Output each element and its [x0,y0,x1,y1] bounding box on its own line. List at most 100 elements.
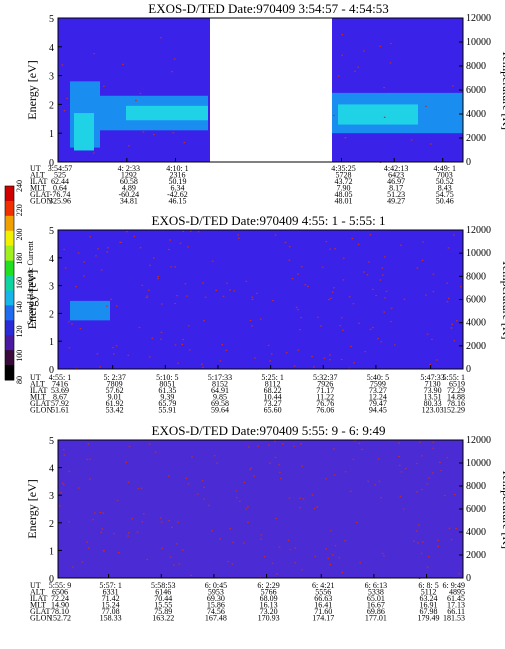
table-cell: 152.72 [49,614,71,623]
noise-dot [383,256,386,258]
noise-dot [251,298,254,300]
noise-dot [260,538,262,540]
colorbar-segment [5,245,14,262]
table-cell: 60.58 [120,177,138,186]
noise-dot [274,234,277,236]
colorbar-segment [5,320,14,336]
noise-dot [211,260,214,262]
table-cell: 174.17 [312,614,334,623]
noise-dot [344,471,347,473]
noise-dot [68,321,70,323]
noise-dot [421,541,424,543]
noise-dot [432,441,435,443]
table-cell: 46.15 [168,197,186,206]
noise-dot [378,480,381,482]
y-tick-label: 5 [49,436,54,447]
row-label: ILAT [30,386,47,395]
table-cell: 2316 [169,171,185,180]
noise-dot [332,554,334,556]
noise-dot [87,547,90,549]
noise-dot [425,294,427,296]
noise-dot [415,462,418,465]
noise-dot [63,248,65,251]
noise-dot [157,277,159,280]
table-cell: 5:32:37 [313,373,337,382]
y-tick-label: 5 [49,14,54,25]
table-cell: 73.27 [264,399,282,408]
noise-dot [190,230,192,232]
noise-dot [113,353,115,355]
y2-tick-label: 10000 [466,37,491,48]
table-cell: 7599 [370,380,386,389]
noise-dot [106,305,108,307]
colorbar-frame [4,185,15,381]
y2-tick-label: 6000 [466,85,486,96]
noise-dot [201,480,204,482]
y2-tick-label: 0 [466,573,471,584]
y-tick-label: 4 [49,254,54,265]
noise-dot [426,483,429,485]
noise-dot [454,494,456,496]
table-cell: 53.42 [106,406,124,415]
table-cell: 5: 2:37 [103,373,125,382]
noise-dot [420,552,423,554]
noise-dot [247,521,249,523]
y2-tick-label: 12000 [466,13,491,24]
table-cell: 4:35:25 [331,164,355,173]
noise-dot [313,508,316,510]
y2-tick-label: 0 [466,157,471,168]
noise-dot [381,552,384,554]
table-cell: 51.61 [51,406,69,415]
noise-dot [61,482,64,484]
noise-dot [219,360,222,362]
colorbar-tick-label: 220 [15,204,24,216]
noise-dot [115,305,118,307]
noise-dot [160,331,163,333]
table-cell: 65.60 [264,406,282,415]
noise-dot [125,461,128,463]
noise-dot [77,252,80,254]
noise-dot [329,354,331,356]
table-cell: 6519 [449,380,465,389]
noise-dot [295,306,298,308]
noise-dot [235,496,238,499]
noise-dot [369,328,372,330]
noise-dot [338,557,341,559]
noise-dot [359,562,362,564]
noise-dot [321,266,324,268]
noise-dot [353,362,355,364]
noise-dot [421,488,423,491]
noise-dot [213,455,216,457]
noise-dot [383,87,385,89]
noise-dot [146,558,149,560]
noise-dot [66,97,68,99]
table-cell: -76.74 [50,190,71,199]
noise-dot [263,556,266,558]
noise-dot [372,326,374,329]
noise-dot [196,493,199,495]
noise-dot [272,300,274,302]
noise-dot [352,458,355,460]
y2-tick-label: 4000 [466,109,486,120]
noise-dot [60,492,62,494]
noise-dot [369,234,372,236]
y-tick-label: 2 [49,519,54,530]
noise-dot [383,555,385,557]
noise-dot [178,563,181,565]
colorbar-segment [5,335,14,351]
noise-dot [174,302,176,305]
noise-dot [157,276,160,278]
noise-dot [93,53,95,55]
table-cell: 4: 2:33 [118,164,140,173]
noise-dot [183,142,186,144]
table-cell: 16.13 [260,601,278,610]
y2-tick-label: 12000 [466,435,491,446]
table-cell: 66.63 [314,594,332,603]
table-cell: 57.92 [51,399,69,408]
noise-dot [300,266,303,268]
y-tick-label: 2 [49,100,54,111]
noise-dot [148,443,151,445]
table-cell: 4:42:13 [384,164,408,173]
noise-dot [329,248,331,250]
y-tick-label: 1 [49,129,54,140]
